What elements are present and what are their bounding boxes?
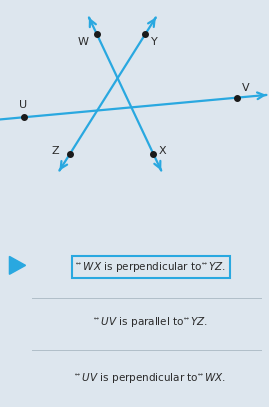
- Text: W: W: [78, 37, 89, 46]
- Polygon shape: [9, 256, 26, 274]
- Text: $\overleftrightarrow{UV}$ is parallel to $\overleftrightarrow{YZ}$.: $\overleftrightarrow{UV}$ is parallel to…: [94, 315, 208, 329]
- Text: $\overleftrightarrow{UV}$ is perpendicular to $\overleftrightarrow{WX}$.: $\overleftrightarrow{UV}$ is perpendicul…: [75, 371, 226, 385]
- Text: $\overleftrightarrow{WX}$ is perpendicular to $\overleftrightarrow{YZ}$.: $\overleftrightarrow{WX}$ is perpendicul…: [76, 260, 226, 274]
- Text: X: X: [159, 147, 166, 156]
- Text: Y: Y: [151, 37, 157, 46]
- Text: V: V: [242, 83, 250, 93]
- Text: Z: Z: [51, 147, 59, 156]
- Text: U: U: [19, 100, 27, 110]
